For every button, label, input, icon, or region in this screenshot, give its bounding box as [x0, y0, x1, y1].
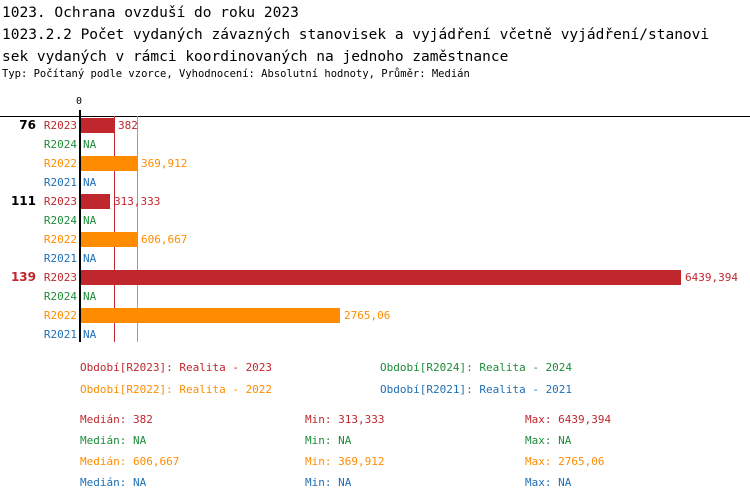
chart-plot-area: 0 76 R2023 382 R2024 NA R2022 369,912 R2… — [0, 96, 750, 348]
bar-row[interactable]: R2024 NA — [0, 287, 750, 306]
stat-median-r2022: Medián: 606,667 — [80, 455, 180, 468]
zero-axis-tick — [79, 110, 81, 116]
zero-axis-label: 0 — [76, 96, 83, 107]
chart-meta-info: Typ: Počítaný podle vzorce, Vyhodnocení:… — [2, 68, 470, 80]
bar-r2022[interactable] — [81, 232, 137, 247]
stat-min-r2023: Min: 313,333 — [305, 413, 385, 426]
bar-row[interactable]: R2023 382 — [0, 116, 750, 135]
bar-row[interactable]: R2023 6439,394 — [0, 268, 750, 287]
gridline-r2023-median — [114, 116, 115, 342]
stat-max-r2021: Max: NA — [525, 476, 572, 489]
row-series-label: R2021 — [43, 252, 77, 265]
bar-r2023[interactable] — [81, 270, 681, 285]
stat-max-r2023: Max: 6439,394 — [525, 413, 612, 426]
stat-max-r2022: Max: 2765,06 — [525, 455, 605, 468]
legend-item-r2022[interactable]: Období[R2022]: Realita - 2022 — [80, 383, 273, 396]
bar-value-label: 606,667 — [141, 233, 188, 246]
bar-row[interactable]: R2024 NA — [0, 211, 750, 230]
legend-item-r2021[interactable]: Období[R2021]: Realita - 2021 — [380, 383, 573, 396]
row-series-label: R2021 — [43, 176, 77, 189]
stat-median-r2021: Medián: NA — [80, 476, 147, 489]
chart-statistics: Medián: 382 Min: 313,333 Max: 6439,394 M… — [0, 410, 750, 498]
row-series-label: R2022 — [43, 233, 77, 246]
row-series-label: R2021 — [43, 328, 77, 341]
legend-item-r2024[interactable]: Období[R2024]: Realita - 2024 — [380, 361, 573, 374]
row-series-label: R2024 — [43, 138, 77, 151]
bar-row[interactable]: R2022 2765,06 — [0, 306, 750, 325]
row-series-label: R2023 — [43, 195, 77, 208]
bar-na-label: NA — [83, 252, 97, 265]
chart-subtitle-line-2: sek vydaných v rámci koordinovaných na j… — [2, 49, 509, 65]
stat-max-r2024: Max: NA — [525, 434, 572, 447]
bar-r2023[interactable] — [81, 194, 110, 209]
row-series-label: R2024 — [43, 290, 77, 303]
chart-legend: Období[R2023]: Realita - 2023 Období[R20… — [0, 358, 750, 400]
row-series-label: R2023 — [43, 271, 77, 284]
bar-r2022[interactable] — [81, 156, 137, 171]
bar-value-label: 382 — [118, 119, 138, 132]
legend-item-r2023[interactable]: Období[R2023]: Realita - 2023 — [80, 361, 273, 374]
bar-row[interactable]: R2021 NA — [0, 173, 750, 192]
stat-min-r2022: Min: 369,912 — [305, 455, 385, 468]
gridline-r2022-median — [137, 116, 138, 342]
bar-row[interactable]: R2022 369,912 — [0, 154, 750, 173]
row-series-label: R2023 — [43, 119, 77, 132]
top-axis-line — [0, 116, 750, 117]
bar-na-label: NA — [83, 328, 97, 341]
group-label: 139 — [10, 270, 36, 284]
page-title: 1023. Ochrana ovzduší do roku 2023 — [2, 5, 299, 21]
bar-na-label: NA — [83, 176, 97, 189]
bar-r2023[interactable] — [81, 118, 114, 133]
row-series-label: R2022 — [43, 309, 77, 322]
bar-r2022[interactable] — [81, 308, 340, 323]
chart-subtitle-line-1: 1023.2.2 Počet vydaných závazných stanov… — [2, 27, 710, 43]
bar-na-label: NA — [83, 214, 97, 227]
bar-row[interactable]: R2021 NA — [0, 325, 750, 344]
stat-min-r2024: Min: NA — [305, 434, 352, 447]
stat-median-r2023: Medián: 382 — [80, 413, 153, 426]
stat-median-r2024: Medián: NA — [80, 434, 147, 447]
group-label: 76 — [19, 118, 36, 132]
bar-value-label: 6439,394 — [685, 271, 738, 284]
bar-value-label: 2765,06 — [344, 309, 391, 322]
bar-row[interactable]: R2021 NA — [0, 249, 750, 268]
row-series-label: R2022 — [43, 157, 77, 170]
zero-axis-line — [79, 110, 81, 342]
bar-value-label: 313,333 — [114, 195, 161, 208]
bar-value-label: 369,912 — [141, 157, 188, 170]
group-label: 111 — [10, 194, 36, 208]
row-series-label: R2024 — [43, 214, 77, 227]
bar-row[interactable]: R2024 NA — [0, 135, 750, 154]
bar-na-label: NA — [83, 138, 97, 151]
bar-na-label: NA — [83, 290, 97, 303]
bar-row[interactable]: R2023 313,333 — [0, 192, 750, 211]
stat-min-r2021: Min: NA — [305, 476, 352, 489]
bar-row[interactable]: R2022 606,667 — [0, 230, 750, 249]
